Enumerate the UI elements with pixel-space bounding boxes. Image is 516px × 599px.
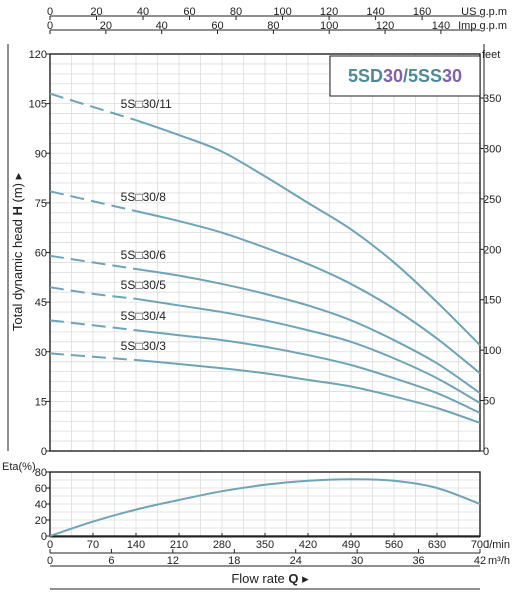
top-tick-label: 80: [230, 6, 242, 18]
model-box: [329, 55, 481, 97]
top-tick-label: 120: [376, 20, 394, 32]
bottom-tick-label: 42: [474, 555, 486, 567]
y-tick-label: 120: [29, 49, 47, 61]
top-tick-label: 60: [183, 6, 195, 18]
bottom-tick-label: 280: [213, 539, 231, 551]
y-axis-title: Total dynamic head H (m) ▸: [10, 172, 25, 331]
series-label: 5S□30/4: [121, 309, 167, 323]
top-tick-label: 40: [137, 6, 149, 18]
bottom-tick-label: 490: [342, 539, 360, 551]
top-tick-label: 60: [211, 20, 223, 32]
top-tick-label: 20: [100, 20, 112, 32]
right-y-tick-label: 50: [483, 396, 495, 408]
bottom-tick-label: 630: [428, 539, 446, 551]
top-tick-label: 100: [273, 6, 291, 18]
right-y-tick-label: 300: [483, 143, 501, 155]
eta-tick-label: 0: [41, 531, 47, 543]
bottom-tick-label: 12: [167, 555, 179, 567]
y-tick-label: 0: [41, 446, 47, 458]
bottom-tick-label: 30: [351, 555, 363, 567]
model-title: 5SD30/5SS30: [348, 66, 462, 86]
right-y-tick-label: 250: [483, 194, 501, 206]
bottom-tick-label: 36: [412, 555, 424, 567]
right-y-tick-label: 350: [483, 93, 501, 105]
series-label: 5S□30/11: [121, 97, 172, 111]
bottom-axis-unit: m³/h: [488, 555, 510, 567]
right-y-tick-label: 100: [483, 345, 501, 357]
eta-tick-label: 20: [35, 515, 47, 527]
right-y-tick-label: 150: [483, 295, 501, 307]
eta-tick-label: 60: [35, 483, 47, 495]
top-axis-unit: Imp g.p.m: [458, 20, 507, 32]
bottom-tick-label: 24: [290, 555, 302, 567]
bottom-tick-label: 210: [170, 539, 188, 551]
series-label: 5S□30/3: [121, 339, 167, 353]
y-tick-label: 105: [29, 99, 47, 111]
bottom-tick-label: 350: [256, 539, 274, 551]
bottom-tick-label: 420: [299, 539, 317, 551]
y-tick-label: 15: [35, 396, 47, 408]
series-label: 5S□30/8: [121, 190, 167, 204]
series-label: 5S□30/6: [121, 248, 167, 262]
top-tick-label: 0: [47, 20, 53, 32]
top-tick-label: 140: [432, 20, 450, 32]
top-axis-unit: US g.p.m: [461, 6, 507, 18]
top-tick-label: 100: [320, 20, 338, 32]
top-tick-label: 120: [320, 6, 338, 18]
top-tick-label: 0: [47, 6, 53, 18]
series-label: 5S□30/5: [121, 278, 167, 292]
y-tick-label: 90: [35, 148, 47, 160]
bottom-tick-label: 700: [471, 539, 489, 551]
top-tick-label: 20: [90, 6, 102, 18]
eta-axis-title: Eta(%): [2, 461, 36, 473]
bottom-tick-label: 18: [228, 555, 240, 567]
bottom-tick-label: 70: [87, 539, 99, 551]
right-axis-unit: feet: [482, 49, 500, 61]
bottom-tick-label: 140: [127, 539, 145, 551]
y-tick-label: 75: [35, 198, 47, 210]
y-tick-label: 60: [35, 248, 47, 260]
bottom-tick-label: 6: [108, 555, 114, 567]
top-tick-label: 140: [366, 6, 384, 18]
bottom-tick-label: 0: [47, 555, 53, 567]
right-y-tick-label: 200: [483, 244, 501, 256]
right-y-tick-label: 0: [483, 446, 489, 458]
y-tick-label: 45: [35, 297, 47, 309]
x-axis-title: Flow rate Q ▸: [231, 571, 309, 586]
top-tick-label: 40: [156, 20, 168, 32]
bottom-axis-unit: l/min: [487, 539, 510, 551]
bottom-tick-label: 0: [47, 539, 53, 551]
bottom-tick-label: 560: [385, 539, 403, 551]
y-tick-label: 30: [35, 347, 47, 359]
eta-tick-label: 80: [35, 467, 47, 479]
eta-tick-label: 40: [35, 499, 47, 511]
top-tick-label: 160: [413, 6, 431, 18]
top-tick-label: 80: [267, 20, 279, 32]
